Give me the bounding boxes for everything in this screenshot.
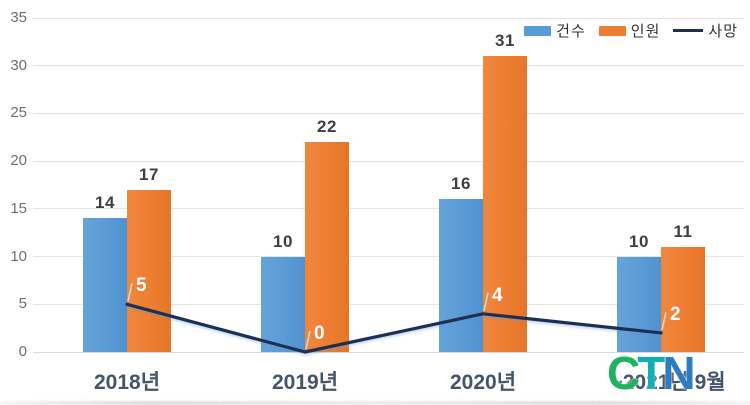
bar-value-label: 10 [273, 231, 293, 251]
legend: 건수 인원 사망 [524, 20, 738, 41]
legend-label-deaths: 사망 [708, 23, 738, 40]
gridline [33, 208, 744, 210]
bar-value-label: 17 [139, 164, 159, 184]
persons-swatch-icon [598, 25, 626, 36]
deaths-line [125, 302, 663, 354]
bar-cases-1 [261, 256, 305, 352]
ctn-logo-letter: N [662, 347, 695, 399]
bar-cases-0 [83, 218, 127, 352]
ctn-logo-letter: C [607, 347, 640, 399]
gridline [33, 112, 744, 114]
bar-cases-2 [439, 199, 483, 352]
line-point-label: 4 [492, 284, 503, 306]
line-point-label: 2 [670, 303, 681, 325]
gridline [33, 65, 744, 67]
y-axis-tick-label: 10 [10, 247, 27, 265]
gridline [33, 160, 744, 162]
gridline [33, 256, 744, 258]
deaths-line-icon [673, 29, 704, 32]
legend-item-deaths: 사망 [673, 20, 738, 41]
y-axis-tick-label: 35 [10, 9, 27, 26]
ctn-logo-watermark: CTN [607, 347, 696, 399]
x-axis-category-label: ~2021년 9월 [610, 371, 726, 394]
y-axis-tick-label: 25 [10, 104, 27, 122]
cropped-bottom-edge [0, 401, 750, 405]
legend-label-persons: 인원 [630, 23, 661, 40]
line-point-label: 5 [136, 275, 147, 297]
cases-swatch-icon [524, 25, 552, 36]
gridline [33, 17, 744, 19]
y-axis-tick-label: 5 [18, 295, 27, 313]
ctn-logo-letter: T [637, 347, 665, 399]
y-axis-tick-label: 30 [10, 56, 27, 74]
legend-item-persons: 인원 [598, 20, 661, 41]
legend-item-cases: 건수 [524, 20, 586, 41]
bar-persons-2 [483, 56, 527, 352]
bar-value-label: 14 [95, 193, 115, 213]
bar-persons-3 [661, 247, 705, 352]
x-axis-category-label: 2020년 [449, 371, 517, 394]
bar-value-label: 11 [673, 222, 693, 242]
x-axis-category-label: 2019년 [271, 371, 339, 394]
line-point-label: 0 [314, 323, 325, 344]
y-axis-tick-label: 0 [18, 343, 27, 360]
bar-value-label: 10 [629, 231, 649, 251]
bar-persons-1 [305, 142, 349, 352]
bar-value-label: 22 [317, 117, 337, 137]
x-axis-category-label: 2018년 [93, 371, 161, 394]
bar-persons-0 [127, 189, 171, 352]
y-axis-tick-label: 20 [10, 152, 27, 170]
bar-value-label: 16 [451, 174, 471, 194]
y-axis-tick-label: 15 [10, 199, 27, 217]
bar-cases-3 [617, 256, 661, 352]
legend-label-cases: 건수 [556, 23, 586, 40]
bar-value-label: 31 [495, 31, 515, 51]
